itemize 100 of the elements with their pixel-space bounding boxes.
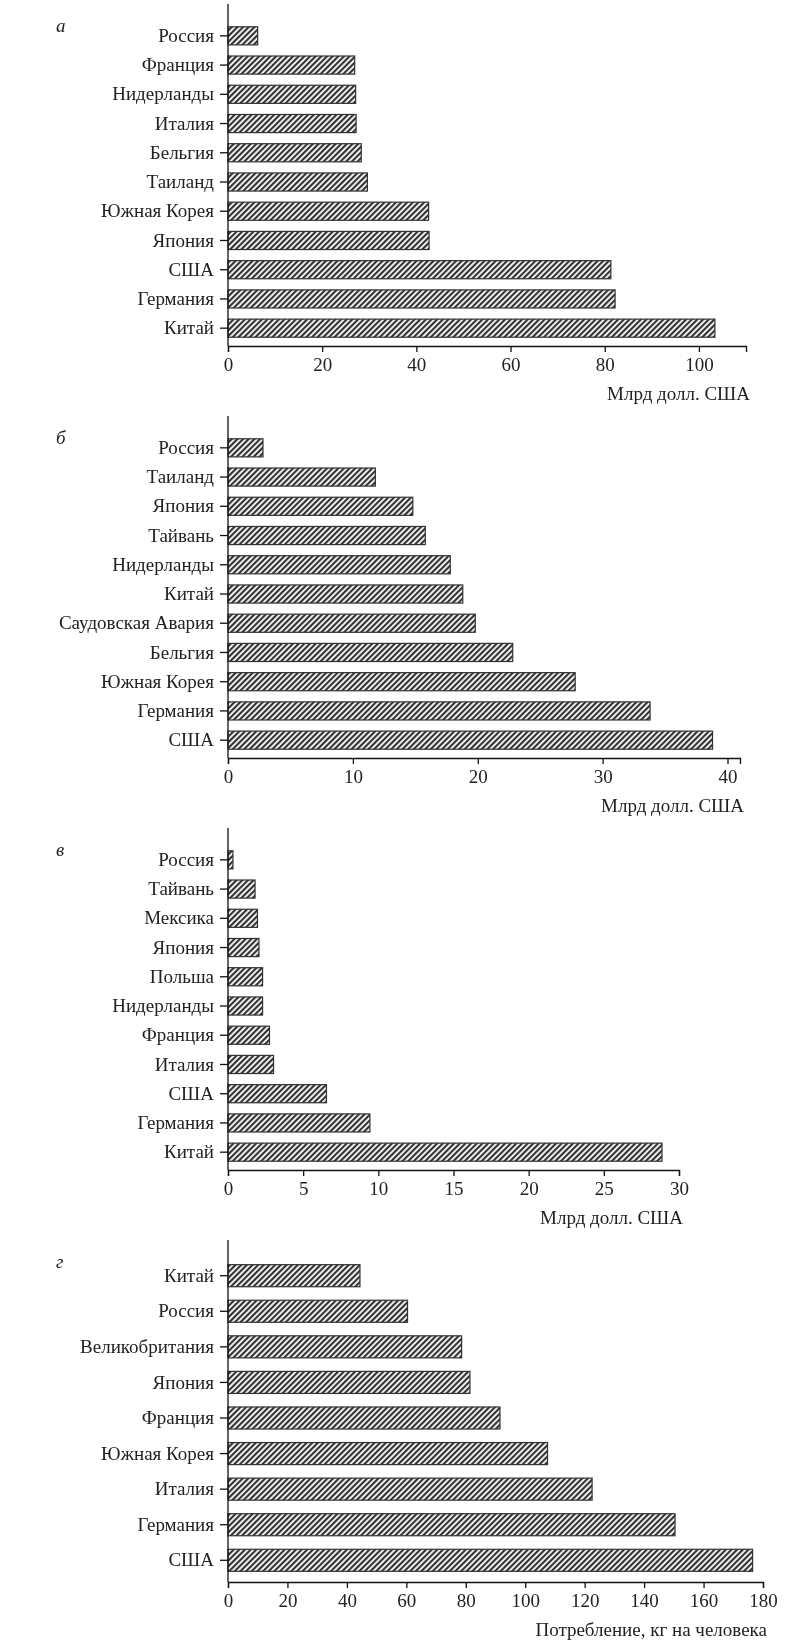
y-tick-label: Южная Корея bbox=[101, 1442, 215, 1464]
y-tick-label: Китай bbox=[164, 1141, 214, 1163]
text: б bbox=[56, 427, 67, 448]
x-tick-label: 180 bbox=[749, 1590, 778, 1612]
bar bbox=[227, 879, 256, 899]
bar bbox=[227, 1370, 471, 1395]
y-tick-label: Япония bbox=[152, 495, 215, 517]
bar bbox=[227, 908, 259, 928]
y-tick-label: Тайвань bbox=[148, 878, 215, 900]
bar bbox=[227, 1477, 593, 1501]
x-axis-title: Млрд долл. США bbox=[601, 795, 745, 816]
x-tick-label: 30 bbox=[670, 1178, 689, 1200]
x-tick-label: 140 bbox=[630, 1590, 659, 1612]
x-axis-title: Потребление, кг на человека bbox=[535, 1619, 768, 1640]
y-tick-label: США bbox=[168, 1082, 215, 1104]
x-tick-label: 0 bbox=[223, 1178, 234, 1200]
bar bbox=[227, 289, 616, 309]
x-tick-label: 100 bbox=[511, 1590, 540, 1612]
y-tick-label: США bbox=[168, 729, 215, 751]
bar bbox=[227, 1406, 501, 1430]
y-tick-label: Италия bbox=[154, 1478, 215, 1500]
y-tick-label: Россия bbox=[158, 24, 215, 46]
bar bbox=[227, 1335, 463, 1359]
y-tick-label: Япония bbox=[152, 936, 215, 958]
bar bbox=[227, 1548, 754, 1572]
x-tick-label: 20 bbox=[468, 766, 488, 788]
y-tick-label: Таиланд bbox=[146, 466, 215, 488]
y-tick-label: Великобритания bbox=[80, 1335, 215, 1357]
bar bbox=[227, 555, 451, 575]
x-tick-label: 5 bbox=[298, 1178, 309, 1200]
y-tick-label: Италия bbox=[154, 112, 215, 134]
x-tick-label: 20 bbox=[313, 354, 333, 376]
y-tick-label: Бельгия bbox=[149, 641, 215, 663]
y-tick-label: Китай bbox=[164, 583, 214, 605]
y-tick-label: Таиланд bbox=[146, 171, 215, 193]
y-tick-label: Мексика bbox=[144, 907, 215, 929]
bar bbox=[227, 1142, 663, 1162]
y-tick-label: Нидерланды bbox=[112, 995, 215, 1017]
bar bbox=[227, 496, 414, 516]
y-tick-label: Саудовская Авария bbox=[58, 612, 215, 634]
text: в bbox=[56, 839, 65, 860]
bar bbox=[227, 730, 714, 750]
x-tick-label: 0 bbox=[223, 766, 234, 788]
bar bbox=[227, 1299, 409, 1323]
y-tick-label: Китай bbox=[164, 1264, 214, 1286]
y-tick-label: Япония bbox=[152, 229, 215, 251]
x-tick-label: 60 bbox=[397, 1590, 417, 1612]
bar bbox=[227, 672, 576, 692]
y-tick-label: Нидерланды bbox=[112, 553, 215, 575]
bar bbox=[227, 1513, 676, 1537]
x-tick-label: 40 bbox=[337, 1590, 357, 1612]
x-tick-label: 20 bbox=[519, 1178, 539, 1200]
x-tick-label: 80 bbox=[456, 1590, 476, 1612]
text: а bbox=[56, 15, 66, 36]
bar bbox=[227, 55, 356, 75]
bar bbox=[227, 584, 464, 604]
bar bbox=[227, 201, 430, 221]
bar bbox=[227, 84, 357, 104]
y-tick-label: Южная Корея bbox=[101, 670, 215, 692]
y-tick-label: Франция bbox=[141, 1407, 215, 1429]
text: г bbox=[56, 1251, 64, 1272]
bar bbox=[227, 937, 260, 958]
bar bbox=[227, 260, 612, 280]
x-tick-label: 10 bbox=[343, 766, 363, 788]
y-tick-label: Польша bbox=[149, 965, 215, 987]
bar bbox=[227, 525, 426, 546]
y-tick-label: Германия bbox=[137, 700, 215, 722]
x-tick-label: 80 bbox=[595, 354, 615, 376]
x-tick-label: 20 bbox=[278, 1590, 298, 1612]
x-tick-label: 40 bbox=[407, 354, 427, 376]
x-tick-label: 15 bbox=[444, 1178, 464, 1200]
bar bbox=[227, 967, 264, 987]
y-tick-label: Россия bbox=[158, 1300, 215, 1322]
y-tick-label: Россия bbox=[158, 436, 215, 458]
bar bbox=[227, 230, 430, 251]
bar bbox=[227, 26, 259, 46]
y-tick-label: Южная Корея bbox=[101, 200, 215, 222]
x-tick-label: 10 bbox=[369, 1178, 389, 1200]
bar bbox=[227, 1113, 371, 1133]
x-tick-label: 0 bbox=[223, 1590, 234, 1612]
x-tick-label: 100 bbox=[685, 354, 714, 376]
y-tick-label: Италия bbox=[154, 1053, 215, 1075]
x-tick-label: 25 bbox=[594, 1178, 614, 1200]
bar bbox=[227, 613, 476, 633]
bar bbox=[227, 1025, 271, 1045]
bar bbox=[227, 143, 362, 163]
bar bbox=[227, 642, 514, 663]
x-tick-label: 30 bbox=[593, 766, 613, 788]
bar bbox=[227, 113, 357, 134]
x-tick-label: 160 bbox=[689, 1590, 719, 1612]
y-tick-label: Франция bbox=[141, 1024, 215, 1046]
bar bbox=[227, 172, 368, 192]
bar bbox=[227, 1264, 361, 1288]
y-tick-label: Франция bbox=[141, 54, 215, 76]
x-axis-title: Млрд долл. США bbox=[540, 1207, 684, 1228]
x-tick-label: 120 bbox=[570, 1590, 600, 1612]
bar bbox=[227, 1441, 549, 1466]
bar bbox=[227, 1054, 275, 1075]
bar bbox=[227, 701, 651, 721]
y-tick-label: Япония bbox=[152, 1371, 215, 1393]
